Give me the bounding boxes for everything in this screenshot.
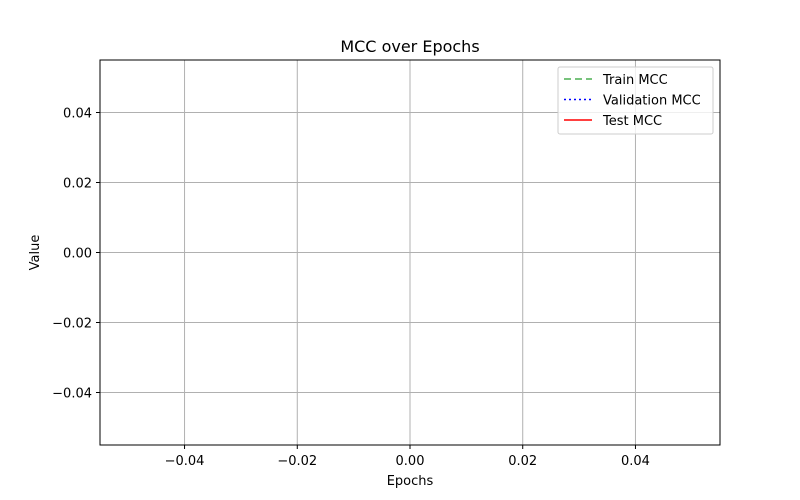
y-tick-label: 0.00 (63, 247, 92, 262)
legend-box (557, 66, 714, 135)
y-tick-label: 0.02 (63, 177, 92, 192)
y-axis-ticks: −0.04 −0.02 0.00 0.02 0.04 (52, 107, 100, 402)
x-tick-label: −0.02 (277, 454, 317, 469)
x-tick-label: −0.04 (165, 454, 205, 469)
x-tick-label: 0.00 (396, 454, 425, 469)
y-tick-label: −0.04 (52, 387, 92, 402)
x-tick-label: 0.02 (508, 454, 537, 469)
legend-label-0: Train MCC (602, 73, 668, 88)
x-axis-ticks: −0.04 −0.02 0.00 0.02 0.04 (165, 445, 650, 469)
chart-title: MCC over Epochs (340, 37, 479, 56)
legend-label-1: Validation MCC (603, 94, 701, 109)
y-axis-label: Value (28, 235, 43, 271)
y-tick-label: 0.04 (63, 107, 92, 122)
legend: Train MCC Validation MCC Test MCC (557, 66, 714, 135)
legend-label-2: Test MCC (602, 114, 662, 129)
y-tick-label: −0.02 (52, 317, 92, 332)
x-axis-label: Epochs (387, 474, 434, 489)
x-tick-label: 0.04 (621, 454, 650, 469)
